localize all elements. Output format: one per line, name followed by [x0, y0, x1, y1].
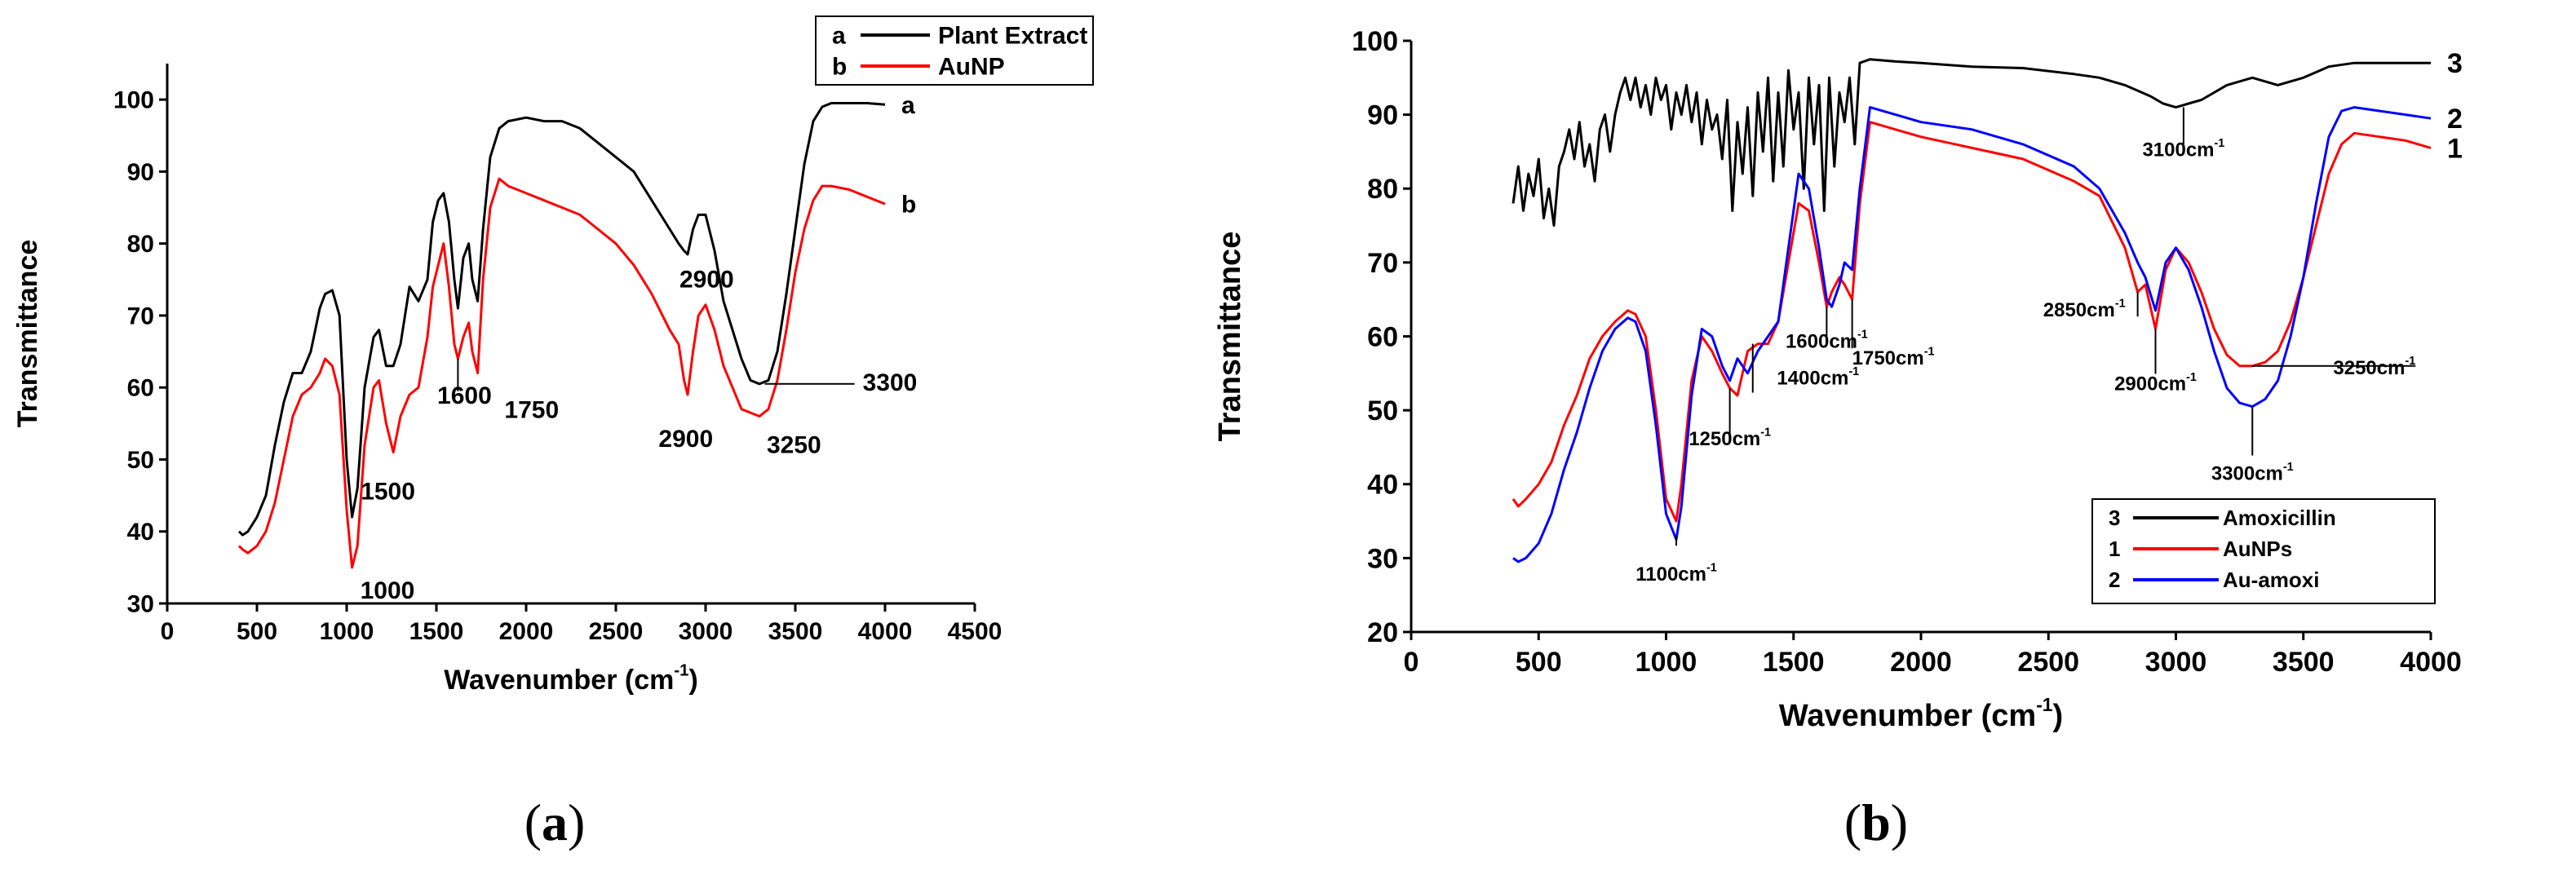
caption-a: (a): [524, 793, 586, 851]
y-axis-label: Transmittance: [1213, 232, 1247, 442]
peak-annotation: 1500: [361, 479, 415, 506]
series-line-1: [1512, 58, 2431, 228]
peak-annotation: 2900: [658, 426, 713, 453]
peak-annotation: 3250cm-1: [2333, 355, 2415, 379]
y-tick-label: 90: [1367, 100, 1398, 131]
x-tick-label: 0: [1404, 647, 1419, 678]
series-line-2: [237, 177, 886, 569]
x-tick-label: 2000: [1890, 647, 1952, 678]
x-tick-label: 4500: [948, 618, 1003, 645]
y-tick-label: 80: [1367, 174, 1398, 205]
y-tick-label: 40: [1367, 470, 1398, 501]
x-tick-label: 3500: [768, 618, 823, 645]
legend-label: Au-amoxi: [2223, 568, 2319, 592]
series-line-1: [237, 102, 886, 537]
x-tick-label: 500: [1516, 647, 1562, 678]
peak-annotation: 2850cm-1: [2043, 298, 2126, 322]
peak-annotation: 1100cm-1: [1635, 562, 1717, 586]
legend-key: 1: [2109, 537, 2120, 561]
y-tick-label: 60: [127, 375, 154, 402]
peak-annotation: 2900cm-1: [2114, 371, 2197, 396]
series-end-label: b: [901, 192, 916, 219]
y-tick-label: 60: [1367, 321, 1398, 352]
peak-annotation: 3300cm-1: [2211, 461, 2294, 485]
x-tick-label: 2500: [2017, 647, 2079, 678]
legend-label: AuNPs: [2223, 537, 2292, 561]
legend-key: 2: [2109, 568, 2120, 592]
y-tick-label: 100: [1352, 26, 1398, 57]
caption-letter: a: [542, 793, 568, 851]
caption-letter: b: [1861, 793, 1891, 851]
x-tick-label: 3000: [2145, 647, 2207, 678]
legend: a Plant Extract b AuNP: [815, 15, 1094, 86]
legend-label: AuNP: [938, 54, 1005, 81]
x-tick-label: 1500: [1763, 647, 1825, 678]
x-tick-label: 3000: [679, 618, 733, 645]
legend-key: a: [832, 23, 846, 50]
y-tick-label: 50: [127, 447, 154, 474]
x-tick-label: 2000: [499, 618, 554, 645]
x-tick-label: 1000: [1635, 647, 1697, 678]
x-tick-label: 1000: [320, 618, 374, 645]
x-tick-label: 3500: [2273, 647, 2335, 678]
y-tick-label: 40: [127, 519, 154, 546]
chart-b: 0 500 1000 1500 2000 2500 3000 3500 4000 20 30 40 50…: [1213, 26, 2463, 733]
y-tick-label: 80: [127, 231, 154, 258]
y-tick-label: 30: [1367, 543, 1398, 574]
peak-annotation: 1750: [504, 397, 559, 424]
y-tick-label: 70: [1367, 248, 1398, 279]
peak-annotation: 3100cm-1: [2142, 137, 2224, 161]
peak-annotation: 1400cm-1: [1777, 365, 1859, 390]
series-end-label: 3: [2447, 48, 2463, 79]
x-tick-label: 4000: [858, 618, 913, 645]
x-tick-label: 500: [237, 618, 277, 645]
y-tick-label: 70: [127, 303, 154, 329]
y-tick-label: 20: [1367, 617, 1398, 648]
x-tick-label: 1500: [409, 618, 464, 645]
peak-annotation: 1600: [437, 382, 492, 409]
legend-key: b: [832, 54, 847, 81]
x-axis-label: Wavenumber (cm-1): [444, 662, 698, 696]
series-end-label: a: [901, 92, 915, 119]
chart-a: 0 500 1000 1500 2000 2500 3000 3500 4000 4500 30 40…: [12, 15, 1094, 696]
y-tick-label: 50: [1367, 396, 1398, 426]
caption-b: (b): [1844, 793, 1908, 851]
peak-annotation: 1750cm-1: [1852, 346, 1935, 370]
peak-annotation: 1600cm-1: [1786, 329, 1868, 353]
y-tick-label: 30: [127, 591, 154, 618]
series-end-label: 1: [2447, 133, 2463, 164]
x-tick-label: 0: [161, 618, 175, 645]
y-axis-label: Transmittance: [12, 240, 43, 428]
series-end-label: 2: [2447, 104, 2463, 135]
peak-annotation: 1000: [361, 577, 415, 604]
y-tick-label: 90: [127, 159, 154, 186]
series-line-3: [1512, 106, 2432, 563]
peak-annotation: 3250: [767, 432, 821, 459]
legend: 3 Amoxicillin 1 AuNPs 2 Au-amoxi: [2091, 498, 2436, 604]
peak-annotation: 1250cm-1: [1689, 426, 1771, 450]
legend-label: Amoxicillin: [2223, 506, 2336, 530]
legend-key: 3: [2109, 506, 2120, 530]
x-tick-label: 4000: [2400, 647, 2462, 678]
x-tick-label: 2500: [589, 618, 644, 645]
legend-box: [815, 15, 1094, 86]
y-tick-label: 100: [113, 87, 154, 114]
legend-label: Plant Extract: [938, 23, 1087, 50]
peak-annotation: 3300: [863, 369, 918, 396]
peak-annotation: 2900: [679, 266, 734, 293]
x-axis-label: Wavenumber (cm-1): [1779, 694, 2063, 733]
